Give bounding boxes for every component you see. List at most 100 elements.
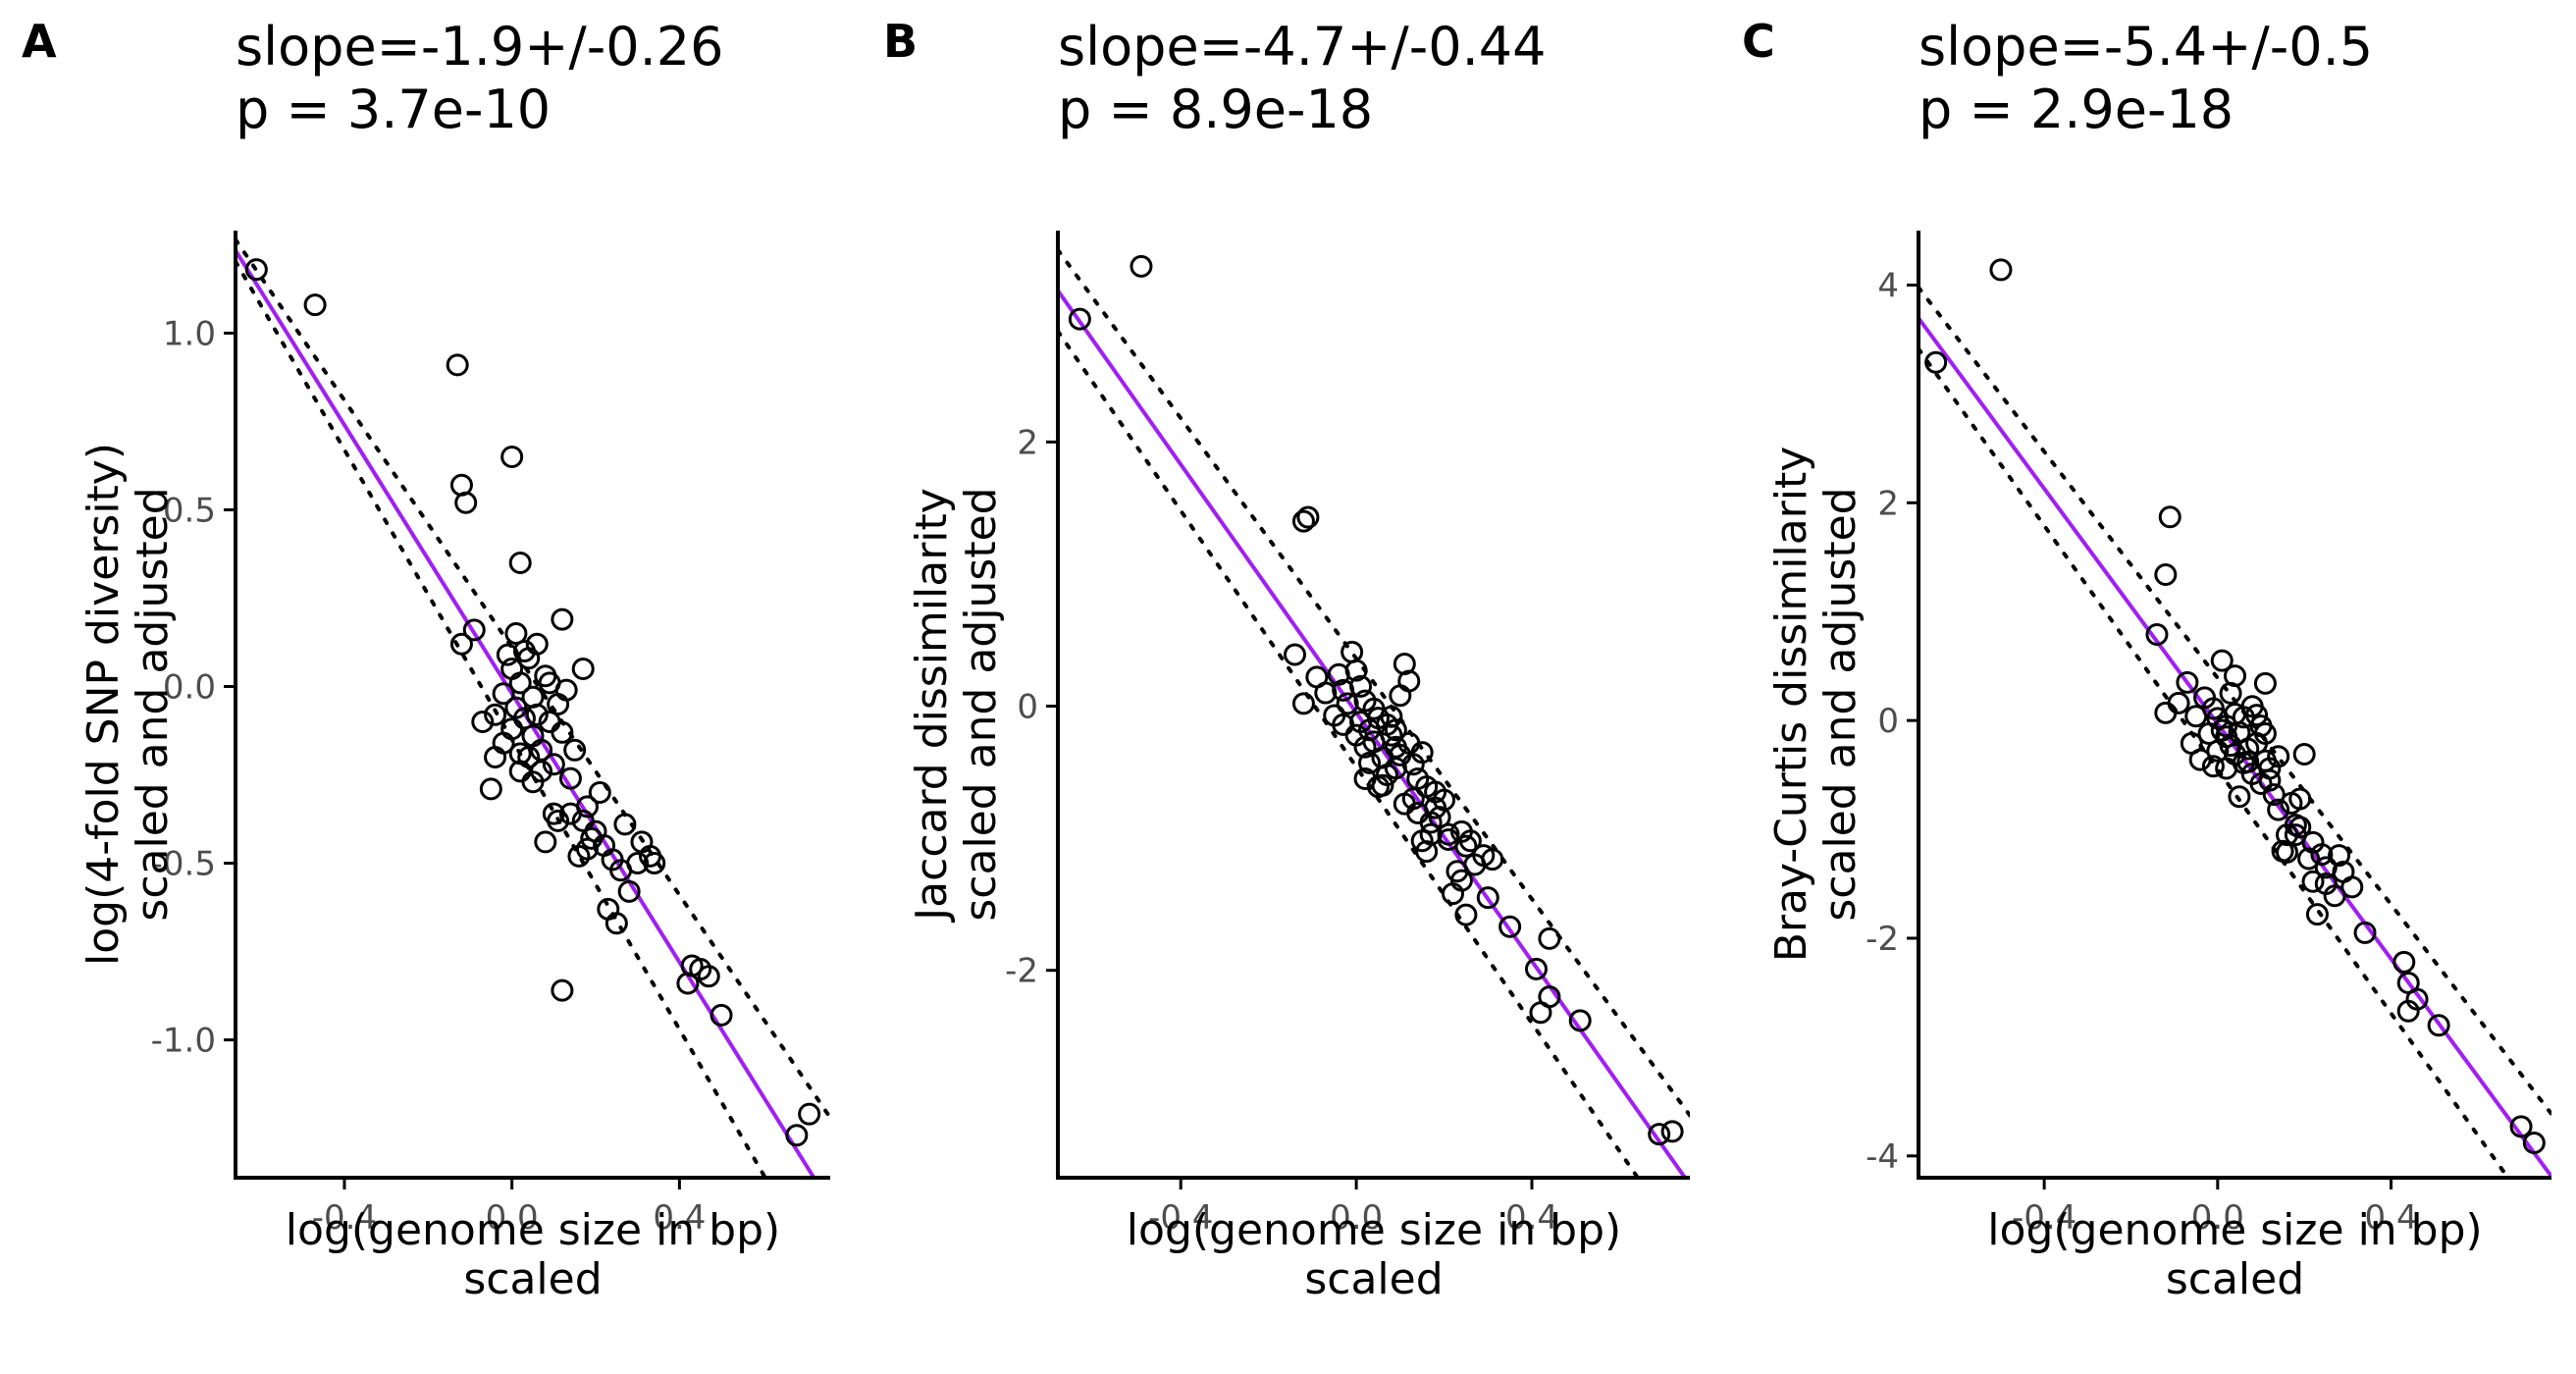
y-tick-label: 2 <box>1877 484 1899 523</box>
x-tick-label: 0.0 <box>2191 1198 2244 1238</box>
data-point <box>1458 829 1482 853</box>
y-axis-label: Bray-Curtis dissimilarity <box>1766 447 1816 963</box>
chart-title-slope: slope=-4.7+/-0.44 <box>1058 16 1546 78</box>
data-point <box>1648 1123 1671 1146</box>
data-point <box>1291 509 1315 533</box>
data-point <box>1068 307 1091 331</box>
data-point <box>1454 834 1478 858</box>
data-point <box>1314 681 1338 705</box>
data-point <box>2297 847 2321 871</box>
data-point <box>462 618 486 642</box>
ci-upper-line <box>236 238 830 1120</box>
data-point <box>492 682 515 706</box>
data-point <box>626 852 650 875</box>
data-point <box>2353 921 2377 944</box>
data-point <box>1380 705 1403 728</box>
ci-upper-line <box>1058 247 1690 1118</box>
x-axis-label-unit: scaled <box>2166 1254 2304 1304</box>
data-point <box>1284 643 1306 666</box>
data-point <box>1476 886 1499 910</box>
x-tick-label: -0.4 <box>2012 1198 2077 1238</box>
data-point <box>2267 745 2290 768</box>
data-point <box>617 879 641 903</box>
data-point <box>2167 691 2190 714</box>
data-point <box>449 632 473 656</box>
data-point <box>542 753 565 776</box>
data-point <box>1344 659 1368 682</box>
y-tick-label: 1.0 <box>163 314 216 353</box>
data-point <box>2267 798 2290 821</box>
x-tick-label: 0.4 <box>1505 1198 1558 1238</box>
data-point <box>710 1003 733 1027</box>
data-point <box>551 978 574 1002</box>
ci-lower-line <box>1919 346 2511 1178</box>
data-point <box>2301 870 2325 893</box>
data-point <box>2258 768 2282 792</box>
data-point <box>2188 748 2212 771</box>
data-point <box>1538 985 1561 1009</box>
ci-lower-line <box>236 259 768 1178</box>
chart-title-pvalue: p = 2.9e-18 <box>1919 79 2234 140</box>
data-point <box>2215 725 2238 749</box>
x-tick-label: 0.0 <box>486 1198 539 1238</box>
data-point <box>2253 671 2277 695</box>
data-point <box>244 258 268 282</box>
x-axis-label: log(genome size in bp) <box>286 1205 780 1255</box>
data-point <box>496 643 519 666</box>
data-point <box>2262 783 2286 807</box>
chart-title-pvalue: p = 8.9e-18 <box>1058 79 1373 140</box>
data-point <box>2158 505 2182 529</box>
data-point <box>1291 692 1315 715</box>
y-axis-label: log(4-fold SNP diversity) <box>79 443 129 966</box>
y-tick-label: 4 <box>1877 266 1899 305</box>
data-point <box>508 551 532 574</box>
x-axis-label-unit: scaled <box>1304 1254 1443 1304</box>
panel-label: A <box>22 15 57 68</box>
y-tick-label: -4 <box>1866 1137 1899 1177</box>
data-point <box>558 802 582 825</box>
data-point <box>588 781 611 805</box>
data-point <box>1336 692 1359 715</box>
y-axis-label-sub: scaled and adjusted <box>128 487 178 921</box>
data-point <box>798 1102 821 1126</box>
data-point <box>697 965 720 988</box>
x-axis-label-unit: scaled <box>463 1254 602 1304</box>
data-point <box>2340 875 2364 899</box>
y-axis-label-sub: scaled and adjusted <box>1815 487 1866 921</box>
x-tick-label: -0.4 <box>1148 1198 1213 1238</box>
data-point <box>2392 950 2416 974</box>
data-point <box>613 813 637 836</box>
y-tick-label: 0.0 <box>163 667 216 707</box>
data-point <box>1130 254 1153 278</box>
data-point <box>1660 1120 1684 1143</box>
data-point <box>1397 669 1421 693</box>
data-point <box>1524 957 1548 980</box>
data-point <box>2509 1115 2533 1138</box>
data-point <box>1353 767 1377 791</box>
data-point <box>2201 755 2225 778</box>
data-point <box>2154 701 2178 724</box>
data-point <box>1358 751 1382 774</box>
data-point <box>2292 743 2316 766</box>
data-point <box>534 830 557 854</box>
data-point <box>1296 505 1320 529</box>
panel-label: C <box>1742 15 1775 68</box>
data-point <box>1410 829 1434 853</box>
data-point <box>512 707 536 730</box>
data-point <box>2328 844 2351 868</box>
data-point <box>1349 674 1373 698</box>
data-point <box>2310 843 2334 867</box>
data-point <box>547 809 570 832</box>
chart-title-pvalue: p = 3.7e-10 <box>236 79 551 140</box>
data-point <box>571 657 595 680</box>
data-point <box>530 738 553 762</box>
regression-line <box>1919 316 2551 1178</box>
y-tick-label: 2 <box>1017 423 1038 462</box>
y-axis-label: Jaccard dissimilarity <box>907 488 957 924</box>
data-point <box>605 912 628 935</box>
data-point <box>1401 787 1425 811</box>
data-point <box>2224 664 2246 688</box>
panel-label: B <box>883 15 918 68</box>
data-point <box>446 353 469 377</box>
